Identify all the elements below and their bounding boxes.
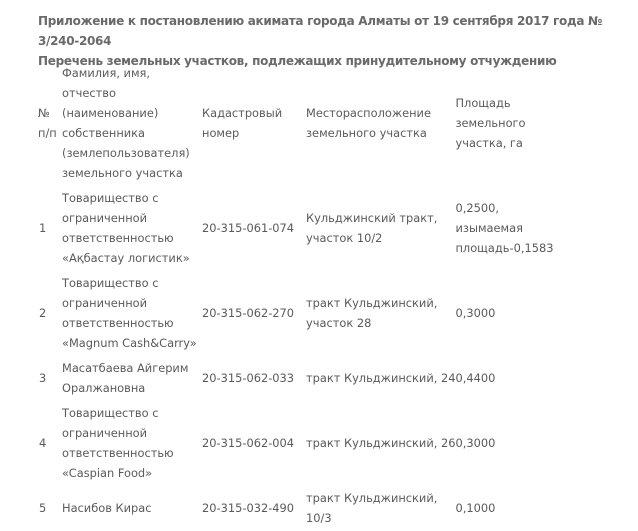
cell-line: тракт Кульджинский, 24 (306, 371, 456, 385)
cell-line: номер (202, 126, 240, 140)
table-row: 3 Масатбаева Айгерим Оралжановна 20-315-062… (36, 355, 605, 400)
table-row: 2 Товарищество с ограниченной ответственнос… (36, 270, 605, 355)
cell-location: тракт Кульджинский, 24 (306, 355, 455, 400)
cell-line: 20-315-062-004 (202, 436, 295, 450)
cell-cadastral-number: 20-315-032-490 (202, 485, 306, 530)
cell-location: тракт Кульджинский, 10/3 (306, 485, 455, 530)
cell-line: земельного участка (306, 126, 427, 140)
cell-line: 0,1000 (455, 501, 496, 515)
cell-line: Товарищество с (62, 191, 159, 205)
cell-cadastral-number: 20-315-062-270 (202, 270, 306, 355)
cell-line: Масатбаева Айгерим (62, 361, 189, 375)
cell-line: 0,4400 (455, 371, 496, 385)
header-area: Площадь земельного участка, га (455, 63, 605, 185)
cell-line: Товарищество с (62, 406, 159, 420)
table-header-row: № п/п Фамилия, имя, отчество (наименование) с… (36, 63, 605, 185)
cell-line: 1 (39, 221, 47, 235)
cell-cadastral-number: 20-315-061-074 (202, 185, 306, 270)
cell-line: ответственностью (62, 231, 174, 245)
cell-line: 3 (39, 371, 47, 385)
document-title: Приложение к постановлению акимата город… (38, 11, 638, 71)
cell-owner: Товарищество с ограниченной ответственност… (62, 270, 202, 355)
title-line-1: Приложение к постановлению акимата город… (38, 14, 603, 48)
cell-number: 2 (36, 270, 62, 355)
cell-line: (землепользователя) (62, 146, 190, 160)
table-row: 5 Насибов Кирас 20-315-032-490 тракт Кульдж… (36, 485, 605, 530)
cell-line: п/п (38, 126, 57, 140)
cell-line: ограниченной (62, 211, 148, 225)
cell-number: 5 (36, 485, 62, 530)
cell-line: ограниченной (62, 296, 148, 310)
header-location: Месторасположение земельного участка (306, 63, 455, 185)
cell-line: ответственностью (62, 446, 174, 460)
cell-line: Оралжановна (62, 381, 146, 395)
cell-line: земельного (455, 116, 526, 130)
cell-line: тракт Кульджинский, (306, 296, 438, 310)
cell-line: участка, га (455, 136, 523, 150)
cell-line: 20-315-062-033 (202, 371, 295, 385)
cell-area: 0,1000 (455, 485, 605, 530)
cell-location: тракт Кульджинский, 26 (306, 400, 455, 485)
cell-line: площадь-0,1583 (455, 241, 554, 255)
cell-line: ограниченной (62, 426, 148, 440)
cell-line: тракт Кульджинский, 26 (306, 436, 456, 450)
cell-line: 20-315-061-074 (202, 221, 295, 235)
cell-area: 0,2500, изымаемая площадь-0,1583 (455, 185, 605, 270)
cell-line: отчество (62, 86, 116, 100)
cell-cadastral-number: 20-315-062-033 (202, 355, 306, 400)
cell-area: 0,3000 (455, 400, 605, 485)
cell-line: Кульджинский тракт, (306, 211, 438, 225)
cell-line: ответственностью (62, 316, 174, 330)
cell-area: 0,4400 (455, 355, 605, 400)
cell-line: 2 (39, 306, 47, 320)
cell-line: собственника (62, 126, 146, 140)
cell-line: изымаемая (455, 221, 523, 235)
land-plots-table: № п/п Фамилия, имя, отчество (наименование) с… (36, 63, 605, 530)
cell-owner: Масатбаева Айгерим Оралжановна (62, 355, 202, 400)
cell-line: 0,2500, (455, 201, 499, 215)
cell-line: земельного участка (62, 166, 183, 180)
cell-line: участок 28 (306, 316, 372, 330)
cell-owner: Товарищество с ограниченной ответственност… (62, 400, 202, 485)
header-number: № п/п (36, 63, 62, 185)
cell-line: 0,3000 (455, 436, 496, 450)
cell-cadastral-number: 20-315-062-004 (202, 400, 306, 485)
cell-owner: Товарищество с ограниченной ответственност… (62, 185, 202, 270)
cell-line: Товарищество с (62, 276, 159, 290)
table-row: 4 Товарищество с ограниченной ответственнос… (36, 400, 605, 485)
cell-area: 0,3000 (455, 270, 605, 355)
cell-line: 20-315-032-490 (202, 501, 295, 515)
cell-line: 20-315-062-270 (202, 306, 295, 320)
cell-line: «Ақбастау логистик» (62, 251, 190, 265)
cell-line: (наименование) (62, 106, 159, 120)
cell-location: Кульджинский тракт, участок 10/2 (306, 185, 455, 270)
cell-line: 5 (39, 501, 47, 515)
cell-line: Площадь (455, 96, 511, 110)
cell-number: 1 (36, 185, 62, 270)
cell-line: 4 (39, 436, 47, 450)
title-line-2: Перечень земельных участков, подлежащих … (38, 54, 557, 68)
cell-line: «Magnum Cash&Carry» (62, 336, 197, 350)
cell-number: 3 (36, 355, 62, 400)
cell-line: участок 10/2 (306, 231, 383, 245)
cell-line: «Caspian Food» (62, 466, 153, 480)
cell-line: тракт Кульджинский, (306, 491, 438, 505)
cell-line: Фамилия, имя, (62, 66, 151, 80)
cell-number: 4 (36, 400, 62, 485)
cell-location: тракт Кульджинский, участок 28 (306, 270, 455, 355)
cell-owner: Насибов Кирас (62, 485, 202, 530)
cell-line: Месторасположение (306, 106, 431, 120)
table-row: 1 Товарищество с ограниченной ответственнос… (36, 185, 605, 270)
cell-line: 0,3000 (455, 306, 496, 320)
header-cadastral-number: Кадастровый номер (202, 63, 306, 185)
cell-line: 10/3 (306, 511, 332, 525)
cell-line: Насибов Кирас (62, 501, 152, 515)
cell-line: № (38, 106, 50, 120)
header-owner: Фамилия, имя, отчество (наименование) собст… (62, 63, 202, 185)
cell-line: Кадастровый (202, 106, 283, 120)
